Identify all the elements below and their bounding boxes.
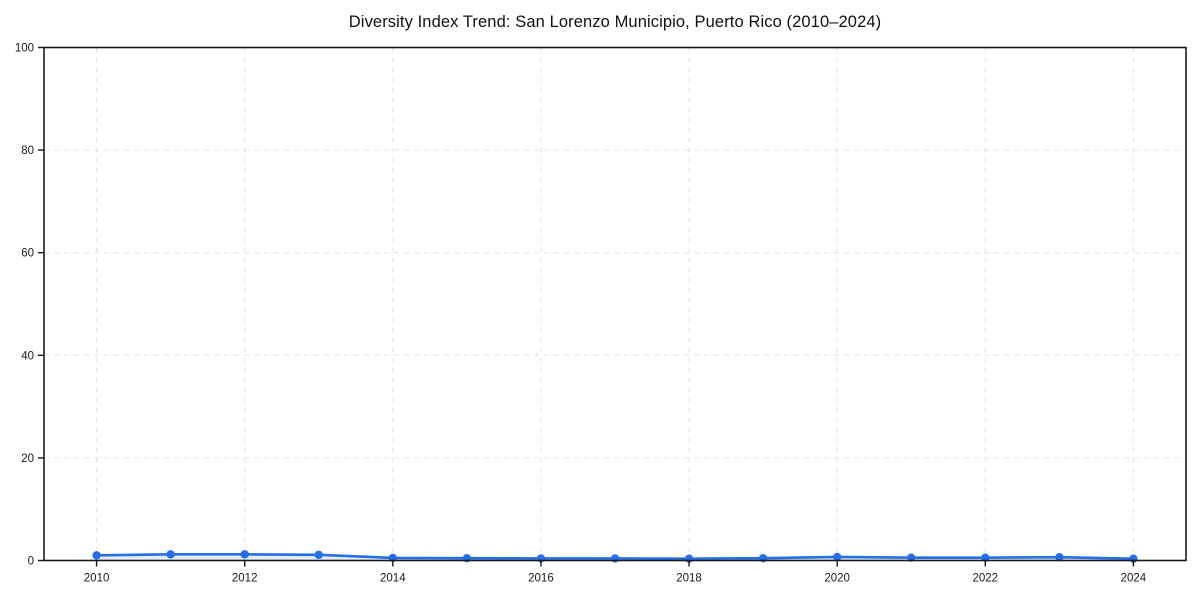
x-tick-label: 2010 bbox=[84, 573, 110, 585]
data-point bbox=[832, 552, 842, 562]
y-tick-label: 60 bbox=[21, 248, 34, 260]
plot-border bbox=[43, 46, 1187, 562]
data-point bbox=[166, 550, 175, 559]
data-point bbox=[610, 554, 620, 563]
y-tick-label: 0 bbox=[28, 556, 34, 568]
y-tick-label: 20 bbox=[21, 453, 34, 465]
x-tick-label: 2020 bbox=[824, 573, 850, 585]
x-tick-label: 2012 bbox=[232, 573, 258, 585]
y-tick-label: 40 bbox=[21, 350, 34, 362]
data-point bbox=[92, 551, 101, 560]
data-point bbox=[1055, 552, 1064, 562]
x-tick-label: 2016 bbox=[528, 573, 554, 585]
x-tick-label: 2024 bbox=[1121, 573, 1147, 585]
data-point bbox=[240, 550, 249, 559]
x-tick-label: 2014 bbox=[380, 573, 406, 585]
x-tick-label: 2022 bbox=[973, 573, 999, 585]
area-fill bbox=[96, 554, 1134, 561]
data-point bbox=[314, 550, 323, 560]
y-tick-label: 100 bbox=[15, 43, 34, 55]
x-tick-label: 2018 bbox=[676, 573, 702, 585]
y-tick-label: 80 bbox=[21, 145, 34, 157]
chart-title: Diversity Index Trend: San Lorenzo Munic… bbox=[348, 13, 882, 31]
